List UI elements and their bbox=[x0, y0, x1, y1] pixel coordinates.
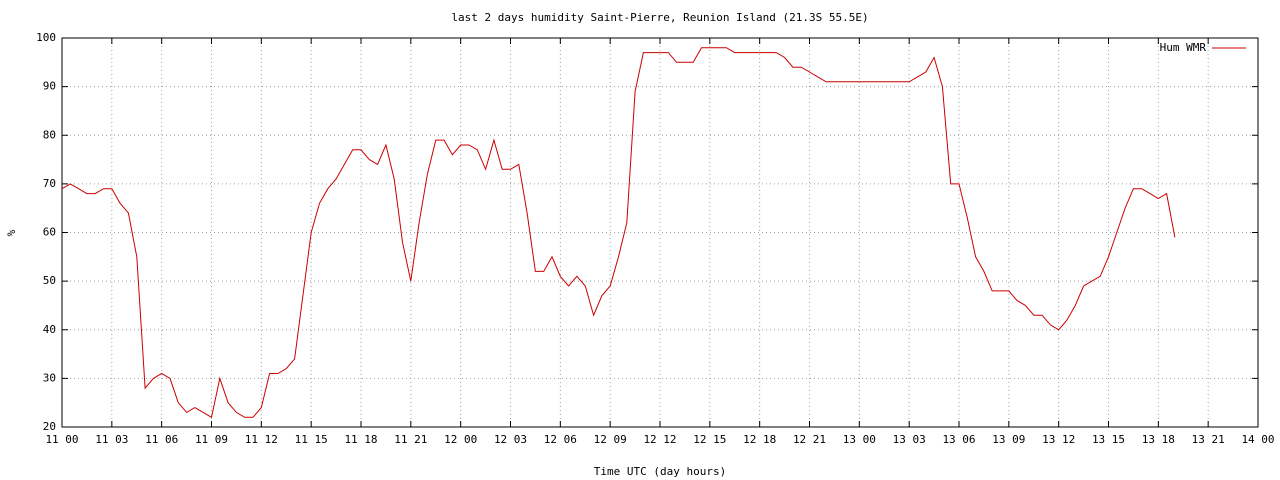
x-tick-label: 11 18 bbox=[344, 433, 377, 446]
x-tick-label: 14 00 bbox=[1241, 433, 1274, 446]
data-line bbox=[61, 47, 1176, 419]
x-tick-label: 13 06 bbox=[942, 433, 975, 446]
y-tick-label: 30 bbox=[43, 371, 56, 384]
x-tick-label: 11 09 bbox=[195, 433, 228, 446]
x-tick-label: 13 00 bbox=[843, 433, 876, 446]
y-tick-label: 40 bbox=[43, 323, 56, 336]
chart-title: last 2 days humidity Saint-Pierre, Reuni… bbox=[451, 11, 868, 24]
y-tick-label: 90 bbox=[43, 80, 56, 93]
x-tick-label: 12 18 bbox=[743, 433, 776, 446]
x-tick-label: 12 12 bbox=[643, 433, 676, 446]
x-tick-label: 12 03 bbox=[494, 433, 527, 446]
x-tick-label: 11 21 bbox=[394, 433, 427, 446]
plot-frame bbox=[61, 37, 1259, 428]
x-axis-label: Time UTC (day hours) bbox=[594, 465, 726, 478]
y-tick-label: 100 bbox=[36, 31, 56, 44]
x-tick-label: 11 06 bbox=[145, 433, 178, 446]
legend-label: Hum WMR bbox=[1160, 41, 1207, 54]
x-tick-label: 12 21 bbox=[793, 433, 826, 446]
x-tick-label: 12 00 bbox=[444, 433, 477, 446]
y-tick-label: 70 bbox=[43, 177, 56, 190]
y-tick-label: 80 bbox=[43, 128, 56, 141]
x-tick-label: 11 12 bbox=[245, 433, 278, 446]
x-tick-label: 12 09 bbox=[594, 433, 627, 446]
x-tick-label: 13 03 bbox=[893, 433, 926, 446]
x-tick-label: 13 18 bbox=[1142, 433, 1175, 446]
y-axis-label: % bbox=[5, 229, 18, 236]
x-tick-label: 13 09 bbox=[992, 433, 1025, 446]
x-tick-label: 11 00 bbox=[45, 433, 78, 446]
y-tick-label: 20 bbox=[43, 420, 56, 433]
x-tick-label: 11 15 bbox=[295, 433, 328, 446]
x-tick-label: 11 03 bbox=[95, 433, 128, 446]
x-tick-label: 13 12 bbox=[1042, 433, 1075, 446]
x-tick-label: 13 15 bbox=[1092, 433, 1125, 446]
x-tick-label: 13 21 bbox=[1192, 433, 1225, 446]
x-tick-label: 12 15 bbox=[693, 433, 726, 446]
y-tick-label: 60 bbox=[43, 226, 56, 239]
y-tick-label: 50 bbox=[43, 274, 56, 287]
x-tick-label: 12 06 bbox=[544, 433, 577, 446]
